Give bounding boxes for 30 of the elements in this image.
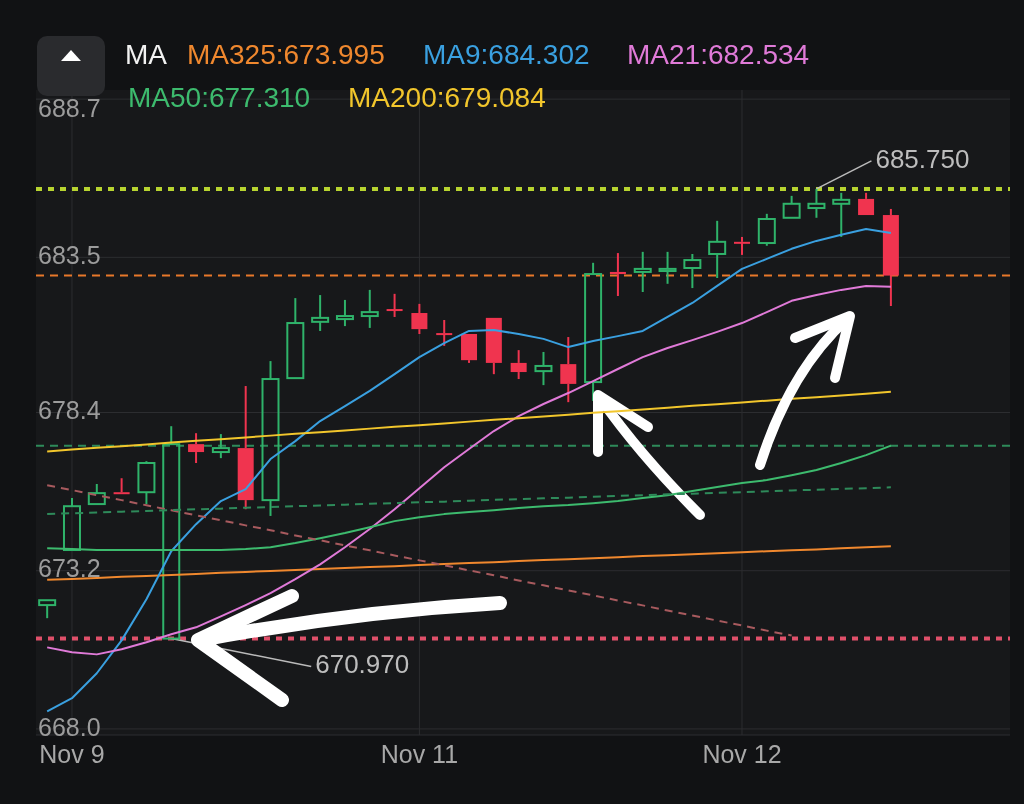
x-tick-label: Nov 9 <box>39 739 105 768</box>
candlestick <box>560 336 577 404</box>
y-tick-label: 683.5 <box>38 240 101 269</box>
candlestick <box>510 349 527 381</box>
line-series <box>46 486 892 516</box>
text: MA9:684.302 <box>423 39 590 71</box>
y-tick-label: 678.4 <box>38 396 101 425</box>
y-tick-label: 668.0 <box>38 712 101 741</box>
x-tick-label: Nov 12 <box>702 739 782 768</box>
candlestick <box>411 302 428 335</box>
ref-line-label: 670.970 <box>315 649 410 680</box>
y-tick-label: 688.7 <box>38 93 101 122</box>
text: MA50:677.310 <box>128 82 311 114</box>
text: MA21:682.534 <box>627 39 810 71</box>
candlestick <box>534 350 553 387</box>
candlestick <box>708 219 727 280</box>
candlestick <box>386 292 403 318</box>
candlestick <box>360 288 379 329</box>
candlestick <box>633 250 652 294</box>
line-series <box>46 444 892 552</box>
x-tick-label: Nov 11 <box>380 739 459 768</box>
candlestick <box>609 252 626 297</box>
candlestick <box>882 207 899 308</box>
ref-line-label: 685.750 <box>875 143 970 174</box>
legend-title: MA <box>125 39 168 71</box>
candlestick <box>807 187 826 219</box>
text: MA200:679.084 <box>348 82 546 114</box>
candlestick <box>658 250 677 285</box>
text: MA325:673.995 <box>187 39 385 71</box>
y-tick-label: 673.2 <box>38 554 101 583</box>
